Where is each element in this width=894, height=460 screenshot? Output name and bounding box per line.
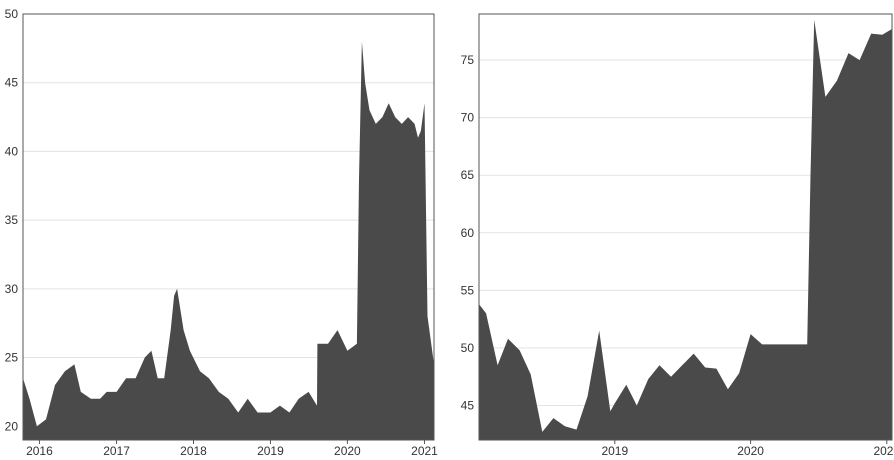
chart-left-ytick-label: 40	[5, 144, 19, 158]
chart-right-ytick-label: 65	[461, 168, 475, 182]
chart-right-xtick-label: 2021	[873, 444, 894, 455]
chart-right: 45 50 55 60 65 70 75 2019 2020 2021	[446, 0, 894, 455]
chart-left-xtick-label: 2017	[103, 444, 130, 455]
chart-right-ytick-label: 75	[461, 53, 475, 67]
chart-right-ytick-label: 70	[461, 111, 475, 125]
chart-right-svg: 45 50 55 60 65 70 75 2019 2020 2021	[446, 0, 894, 455]
chart-left-ytick-label: 35	[5, 213, 19, 227]
chart-right-xtick-label: 2019	[601, 444, 628, 455]
chart-left-ytick-label: 45	[5, 76, 19, 90]
chart-right-ytick-label: 50	[461, 341, 475, 355]
chart-left-xtick-label: 2018	[180, 444, 207, 455]
chart-right-ytick-label: 55	[461, 283, 475, 297]
chart-left-xtick-label: 2019	[257, 444, 284, 455]
chart-right-xtick-label: 2020	[737, 444, 764, 455]
chart-left-svg: 20 25 30 35 40 45 50 2016 2017 2018 2019 2020 2021	[0, 0, 440, 455]
chart-right-ytick-label: 60	[461, 226, 475, 240]
chart-left-ytick-label: 30	[5, 282, 19, 296]
chart-left-ytick-label: 25	[5, 351, 19, 365]
chart-left-xtick-label: 2020	[334, 444, 361, 455]
chart-right-area-series	[479, 20, 892, 440]
chart-left-ytick-label: 50	[5, 7, 19, 21]
chart-left-ytick-label: 20	[5, 419, 19, 433]
chart-right-ytick-label: 45	[461, 398, 475, 412]
chart-left-xtick-label: 2021	[411, 444, 438, 455]
chart-left-area-series	[23, 42, 434, 441]
chart-left-xtick-label: 2016	[26, 444, 53, 455]
chart-left: 20 25 30 35 40 45 50 2016 2017 2018 2019 2020 2021	[0, 0, 440, 455]
